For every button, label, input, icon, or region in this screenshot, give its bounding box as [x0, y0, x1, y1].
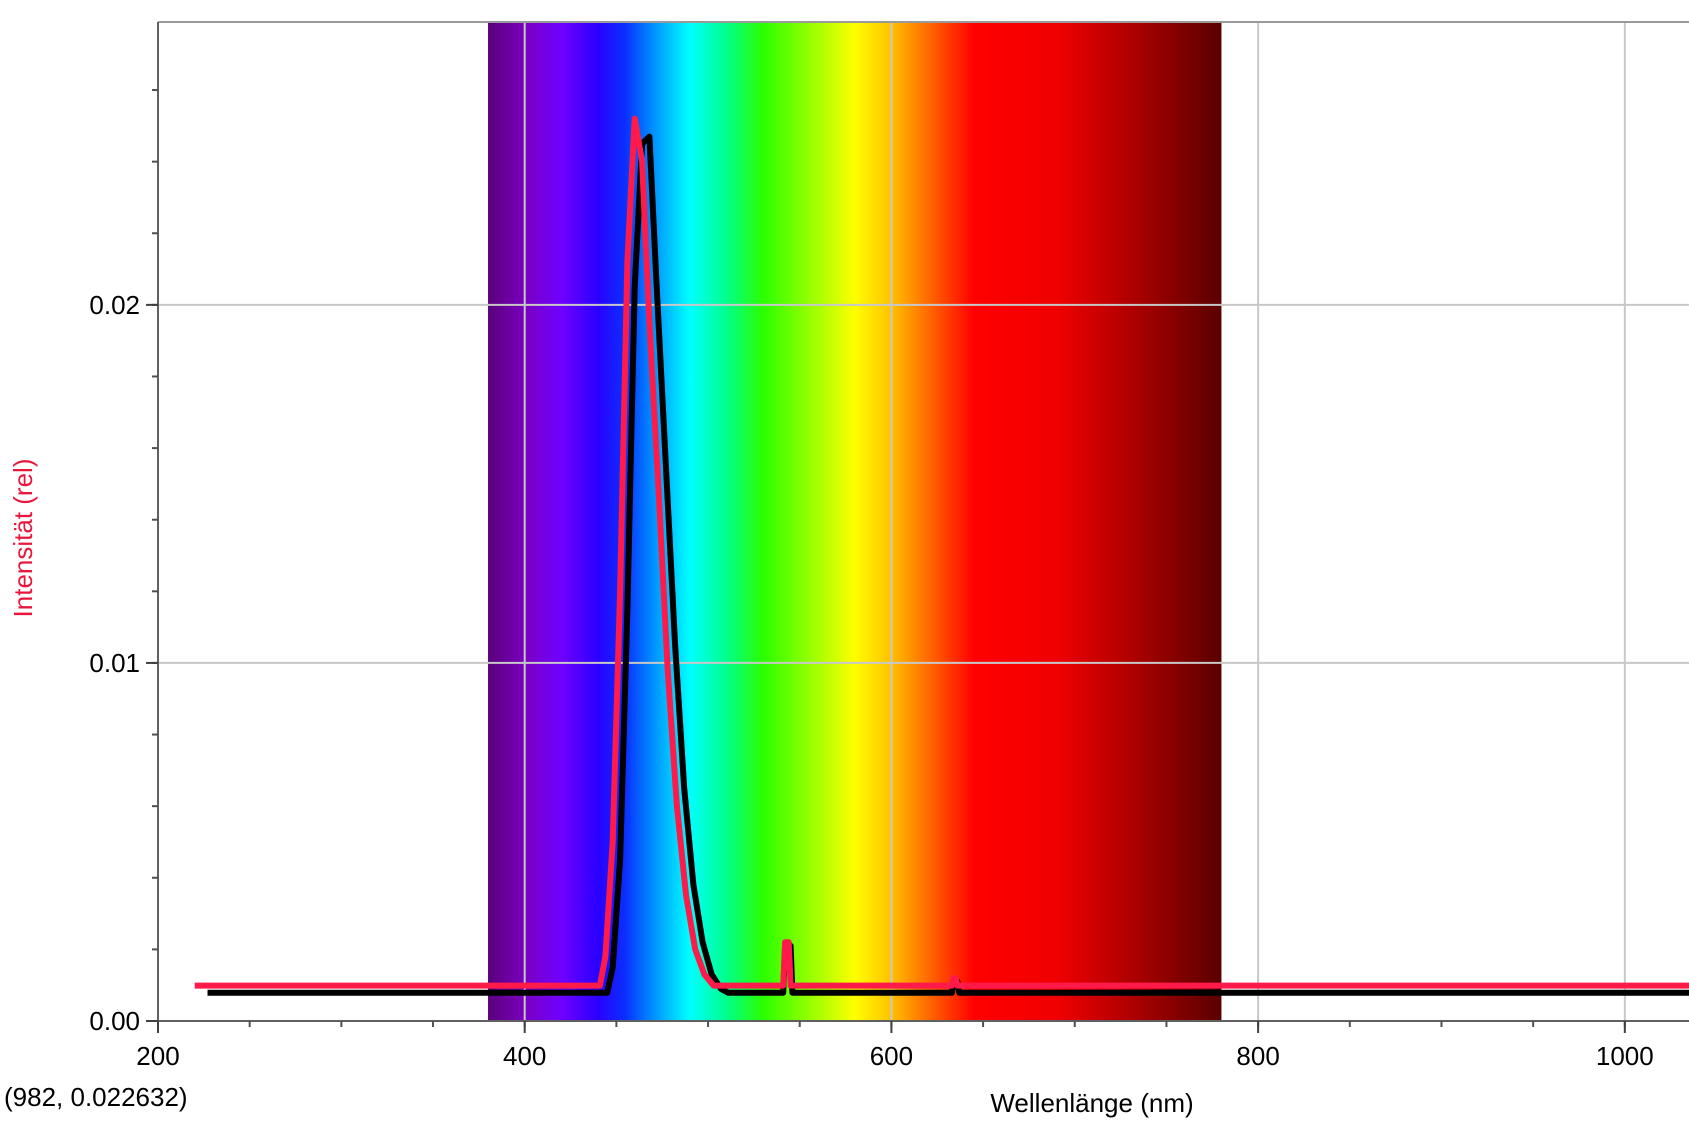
- x-tick-label: 800: [1236, 1041, 1279, 1071]
- y-tick-label: 0.01: [89, 648, 140, 678]
- x-tick-label: 200: [136, 1041, 179, 1071]
- x-tick-label: 600: [870, 1041, 913, 1071]
- y-tick-label: 0.02: [89, 290, 140, 320]
- cursor-coordinate-readout: (982, 0.022632): [4, 1082, 188, 1112]
- y-axis-label: Intensität (rel): [8, 459, 38, 618]
- spectrum-band-layer: [488, 22, 1221, 1021]
- visible-spectrum-band: [488, 22, 1221, 1021]
- x-tick-label: 400: [503, 1041, 546, 1071]
- x-tick-label: 1000: [1596, 1041, 1654, 1071]
- y-tick-label: 0.00: [89, 1006, 140, 1036]
- x-axis-label: Wellenlänge (nm): [990, 1088, 1193, 1118]
